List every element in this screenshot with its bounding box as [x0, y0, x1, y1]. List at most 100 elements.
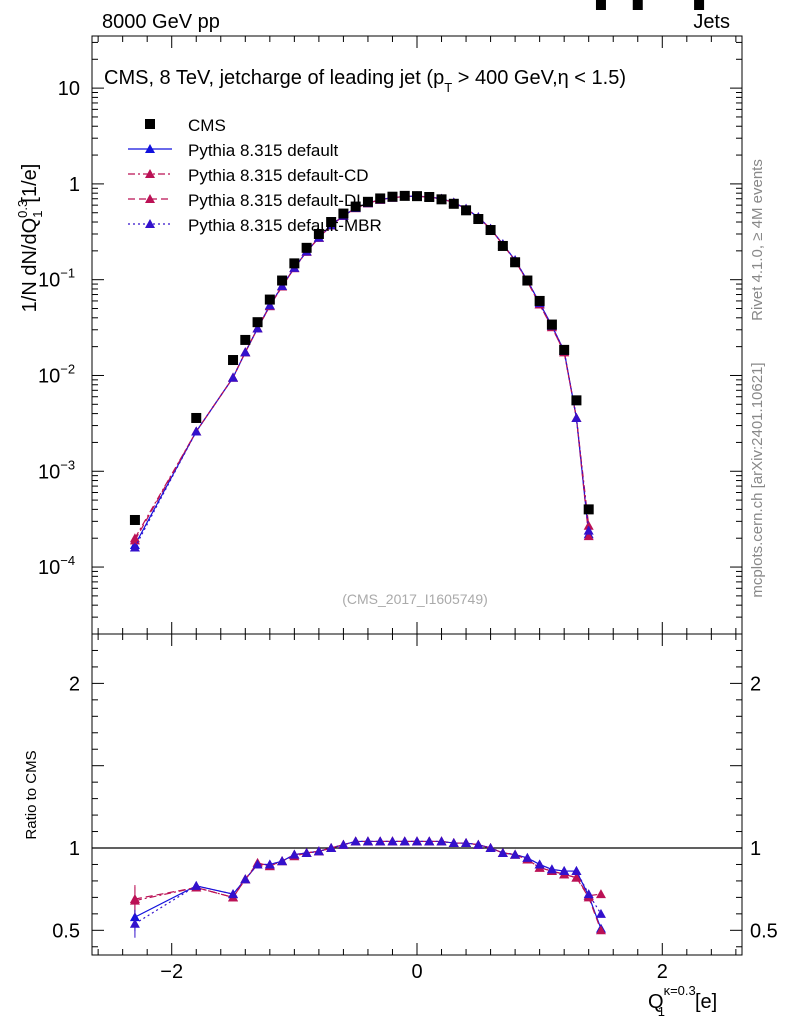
ratio-line-2: [134, 840, 602, 931]
ratio-series-group: [129, 836, 606, 938]
ratio-marker-3: [571, 866, 582, 876]
data-point: [313, 228, 324, 239]
data-point: [546, 319, 557, 330]
ratio-marker-3: [264, 859, 275, 869]
ratio-marker-3: [301, 847, 312, 857]
ratio-marker-3: [362, 836, 373, 846]
data-point: [252, 317, 263, 328]
ratio-marker-3: [399, 836, 410, 846]
ratio-marker-3: [375, 836, 386, 846]
legend-label: Pythia 8.315 default-DL: [188, 191, 366, 210]
data-point: [461, 205, 472, 216]
series-marker-3: [571, 412, 582, 422]
ratio-marker-1: [595, 889, 606, 899]
series-marker-3: [252, 323, 263, 333]
ratio-marker-3: [485, 843, 496, 852]
data-point: [301, 242, 312, 253]
x-axis-label: Qκ=0.3 1 [e]: [648, 983, 717, 1019]
series-marker-3: [228, 372, 239, 382]
data-point: [485, 225, 496, 236]
ratio-marker-3: [497, 847, 508, 857]
ratio-axis-ticks: −2 0 2 0.5 0.5 1 1 2 2: [52, 36, 778, 983]
data-point: [583, 504, 594, 515]
analysis-watermark: (CMS_2017_I1605749): [342, 591, 488, 607]
data-point: [424, 191, 435, 202]
data-point: [338, 208, 349, 219]
ratio-marker-3: [313, 846, 324, 856]
data-point: [534, 295, 545, 306]
series-line-0: [134, 195, 590, 546]
data-point: [191, 412, 202, 423]
x-tick-label: 2: [657, 961, 668, 983]
y-axis-label: 1/N dN/dQ0.31[1/e]: [15, 164, 45, 313]
ratio-marker-3: [510, 849, 521, 859]
series-marker-3: [240, 347, 251, 357]
header-left: 8000 GeV pp: [102, 11, 220, 33]
y-tick-label: 10−4: [38, 553, 75, 579]
ratio-line-3: [134, 840, 602, 925]
data-point: [448, 198, 459, 209]
ratio-marker-3: [387, 836, 398, 846]
ratio-tick-label: 1: [69, 838, 80, 860]
series-marker-2: [583, 531, 594, 541]
header-right: Jets: [693, 11, 730, 33]
data-point: [228, 355, 239, 366]
ratio-marker-3: [326, 843, 337, 852]
ratio-marker-3: [473, 839, 484, 849]
ratio-marker-3: [129, 918, 140, 928]
legend-label: Pythia 8.315 default-CD: [188, 166, 369, 185]
ratio-marker-3: [240, 874, 251, 884]
legend-label: Pythia 8.315 default: [188, 141, 339, 160]
data-point: [694, 0, 705, 10]
ratio-y-axis-label: Ratio to CMS: [23, 750, 40, 839]
data-point: [522, 275, 533, 286]
legend-label: Pythia 8.315 default-MBR: [188, 216, 382, 235]
ratio-marker-3: [461, 838, 472, 848]
data-point: [375, 193, 386, 204]
data-point: [497, 240, 508, 251]
data-point: [350, 201, 361, 212]
chart-title: CMS, 8 TeV, jetcharge of leading jet (pT…: [104, 67, 626, 95]
ratio-marker-3: [583, 889, 594, 899]
ratio-marker-3: [448, 838, 459, 848]
ratio-line-0: [134, 840, 602, 929]
x-tick-label: 0: [411, 961, 422, 983]
ratio-marker-2: [129, 894, 140, 904]
data-point: [326, 217, 337, 228]
data-point: [510, 257, 521, 268]
ratio-marker-3: [252, 859, 263, 869]
ratio-tick-label: 1: [750, 838, 761, 860]
legend-marker: [145, 169, 155, 178]
series-marker-3: [191, 426, 202, 436]
series-marker-1: [583, 520, 594, 530]
series-line-2: [134, 195, 590, 541]
ratio-marker-3: [277, 856, 288, 866]
ratio-marker-3: [228, 889, 239, 899]
ratio-marker-3: [595, 908, 606, 918]
legend-marker: [145, 119, 155, 129]
main-axis-ticks: 10−4 10−3 10−2 10−1 1 10: [38, 36, 742, 955]
ratio-marker-3: [350, 836, 361, 846]
series-line-1: [134, 195, 590, 539]
y-tick-label: 10: [58, 78, 80, 100]
ratio-line-1: [134, 840, 602, 902]
data-point: [473, 214, 484, 225]
y-tick-label: 1: [69, 174, 80, 196]
ratio-marker-3: [534, 859, 545, 869]
ratio-marker-3: [559, 866, 570, 876]
ratio-marker-2: [595, 925, 606, 935]
ratio-marker-3: [289, 849, 300, 859]
ratio-marker-3: [424, 836, 435, 846]
data-point: [632, 0, 643, 10]
y-tick-label: 10−3: [38, 457, 75, 483]
ratio-marker-3: [436, 836, 447, 846]
data-point: [362, 196, 373, 207]
data-point: [387, 191, 398, 202]
legend-label: CMS: [188, 116, 226, 135]
data-point: [595, 0, 606, 10]
main-series-group: [129, 0, 705, 552]
data-point: [277, 275, 288, 286]
ratio-marker-3: [546, 864, 557, 874]
mcplots-label: mcplots.cern.ch [arXiv:2401.10621]: [749, 362, 766, 597]
